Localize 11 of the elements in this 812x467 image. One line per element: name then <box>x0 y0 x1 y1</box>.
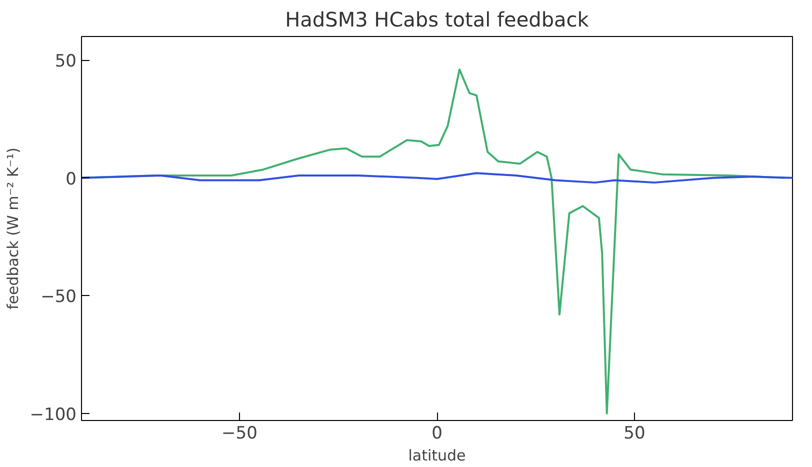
x-tick-label: −50 <box>222 424 258 444</box>
y-tick-label: 50 <box>54 52 77 72</box>
y-tick-label: −50 <box>40 287 77 308</box>
y-tick-label: −100 <box>30 404 77 425</box>
y-tick-label: 0 <box>66 169 77 190</box>
x-tick-label: 50 <box>624 424 646 444</box>
y-axis-title: feedback (W m⁻² K⁻¹) <box>4 147 22 310</box>
x-tick-label: 0 <box>432 424 442 444</box>
chart-title: HadSM3 HCabs total feedback <box>285 8 590 32</box>
line-series <box>82 172 792 184</box>
x-axis-title: latitude <box>408 446 466 464</box>
